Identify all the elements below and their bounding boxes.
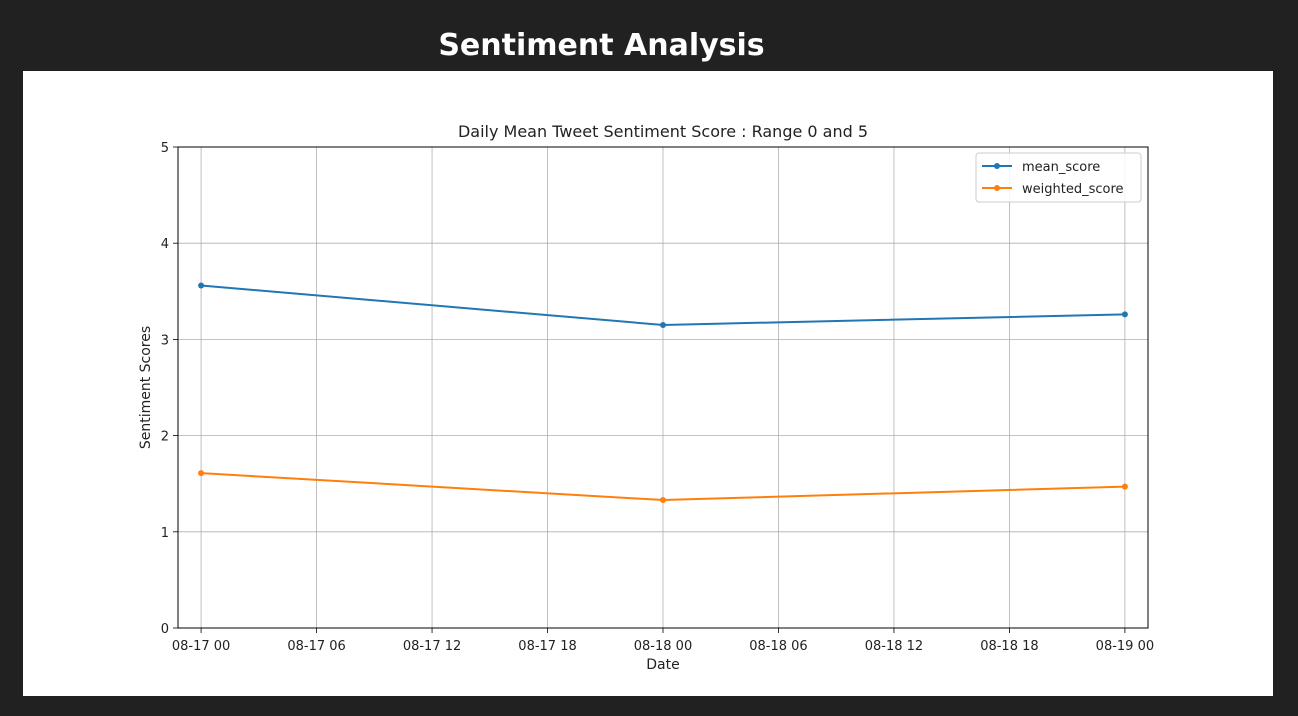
y-tick-label: 2 (161, 430, 169, 445)
x-tick-label: 08-17 00 (172, 639, 230, 654)
y-tick-label: 1 (161, 526, 169, 541)
data-point-weighted_score (660, 497, 666, 504)
data-point-mean_score (660, 321, 666, 328)
data-point-weighted_score (1121, 483, 1128, 490)
x-tick-label: 08-18 06 (749, 639, 807, 654)
legend-box (975, 152, 1142, 203)
legend-label: weighted_score (1022, 182, 1124, 197)
legend-label: mean_score (1022, 160, 1100, 175)
y-axis-label: Sentiment Scores (138, 326, 154, 449)
series-layer (198, 282, 1128, 504)
legend: mean_score weighted_score (975, 152, 1142, 203)
data-point-weighted_score (198, 470, 205, 477)
x-tick-label: 08-18 12 (865, 639, 923, 654)
data-point-mean_score (198, 282, 205, 289)
x-tick-label: 08-17 12 (403, 639, 461, 654)
x-tick-label: 08-17 18 (518, 639, 576, 654)
legend-swatch-marker (994, 163, 1000, 169)
page-title: Sentiment Analysis (438, 28, 765, 63)
y-tick-label: 5 (161, 141, 169, 156)
y-tick-label: 0 (161, 622, 169, 637)
axis-ticks: 08-17 00 08-17 06 08-17 12 08-17 18 08-18 00… (161, 141, 1154, 654)
legend-swatch-marker (994, 185, 1000, 191)
x-tick-label: 08-18 00 (634, 639, 692, 654)
grid-lines (178, 146, 1148, 629)
chart-title: Daily Mean Tweet Sentiment Score : Range… (458, 122, 868, 141)
x-axis-label: Date (646, 657, 679, 673)
x-tick-label: 08-19 00 (1096, 639, 1154, 654)
data-point-mean_score (1121, 311, 1128, 318)
sentiment-line-chart: Daily Mean Tweet Sentiment Score : Range… (138, 122, 1154, 673)
x-tick-label: 08-18 18 (980, 639, 1038, 654)
chart-panel: Daily Mean Tweet Sentiment Score : Range… (23, 71, 1273, 696)
y-tick-label: 4 (161, 237, 169, 252)
y-tick-label: 3 (161, 333, 169, 348)
x-tick-label: 08-17 06 (287, 639, 345, 654)
